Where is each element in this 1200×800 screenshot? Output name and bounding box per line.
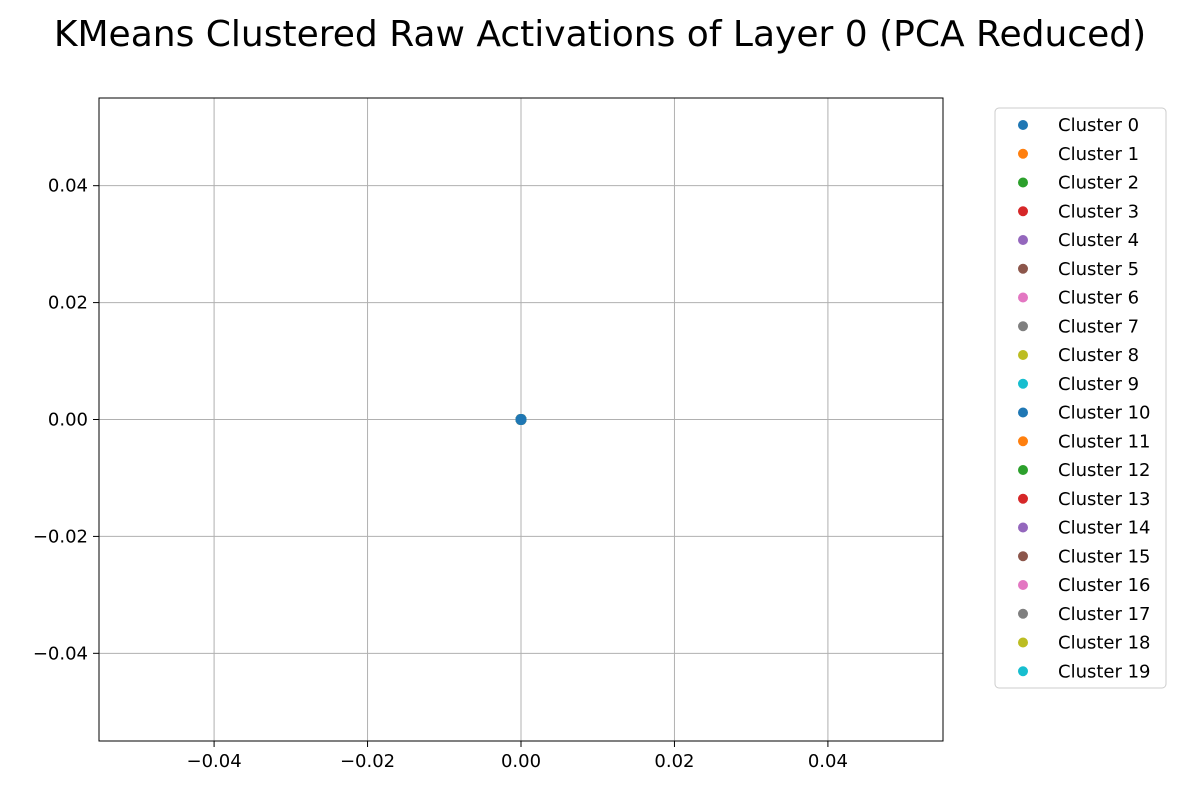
- y-tick-label: 0.04: [48, 176, 88, 197]
- legend: Cluster 0 Cluster 1 Cluster 2 Cluster 3 Clus…: [994, 107, 1167, 689]
- legend-label: Cluster 17: [1058, 604, 1151, 625]
- legend-marker: [1018, 206, 1028, 217]
- legend-marker: [1018, 637, 1028, 648]
- x-tick-label: 0.04: [808, 751, 848, 772]
- x-tick-label: 0.00: [501, 751, 541, 772]
- legend-marker: [1018, 493, 1028, 504]
- legend-label: Cluster 13: [1058, 489, 1151, 510]
- data-point: [515, 414, 527, 425]
- legend-label: Cluster 18: [1058, 633, 1151, 654]
- x-tick-label: −0.02: [340, 751, 395, 772]
- legend-marker: [1018, 148, 1028, 159]
- legend-label: Cluster 14: [1058, 518, 1151, 539]
- data-points: [515, 414, 527, 425]
- legend-marker: [1018, 292, 1028, 303]
- y-tick-label: 0.00: [48, 410, 88, 431]
- x-tick-label: 0.02: [654, 751, 694, 772]
- legend-marker: [1018, 407, 1028, 418]
- legend-label: Cluster 9: [1058, 374, 1139, 395]
- legend-label: Cluster 3: [1058, 201, 1139, 222]
- legend-marker: [1018, 465, 1028, 475]
- legend-marker: [1018, 120, 1028, 130]
- legend-label: Cluster 0: [1058, 115, 1139, 136]
- legend-marker: [1018, 235, 1028, 245]
- legend-label: Cluster 8: [1058, 345, 1139, 366]
- legend-marker: [1018, 378, 1028, 389]
- y-axis-ticks: −0.04 −0.02 0.00 0.02 0.04: [33, 176, 99, 664]
- legend-label: Cluster 4: [1058, 230, 1139, 251]
- legend-entries: Cluster 0 Cluster 1 Cluster 2 Cluster 3 Clus…: [1018, 115, 1151, 682]
- legend-marker: [1018, 177, 1028, 188]
- grid-lines: [99, 98, 943, 741]
- legend-label: Cluster 6: [1058, 288, 1139, 309]
- legend-marker: [1018, 436, 1028, 447]
- legend-label: Cluster 7: [1058, 316, 1139, 337]
- legend-label: Cluster 10: [1058, 403, 1151, 424]
- legend-marker: [1018, 263, 1028, 274]
- legend-box: [994, 107, 1167, 689]
- y-tick-label: −0.04: [33, 643, 88, 664]
- legend-marker: [1018, 350, 1028, 360]
- legend-marker: [1018, 666, 1028, 677]
- legend-label: Cluster 15: [1058, 546, 1151, 567]
- legend-label: Cluster 19: [1058, 661, 1151, 682]
- legend-label: Cluster 11: [1058, 431, 1151, 452]
- legend-label: Cluster 12: [1058, 460, 1151, 481]
- legend-marker: [1018, 551, 1028, 562]
- x-axis-ticks: −0.04 −0.02 0.00 0.02 0.04: [187, 741, 848, 772]
- legend-label: Cluster 1: [1058, 144, 1139, 165]
- legend-label: Cluster 5: [1058, 259, 1139, 280]
- y-tick-label: 0.02: [48, 293, 88, 314]
- legend-marker: [1018, 321, 1028, 332]
- legend-marker: [1018, 608, 1028, 619]
- legend-label: Cluster 2: [1058, 173, 1139, 194]
- x-tick-label: −0.04: [187, 751, 242, 772]
- y-tick-label: −0.02: [33, 526, 88, 547]
- legend-marker: [1018, 522, 1028, 533]
- legend-marker: [1018, 580, 1028, 590]
- legend-label: Cluster 16: [1058, 575, 1151, 596]
- chart-title: KMeans Clustered Raw Activations of Laye…: [54, 14, 1146, 55]
